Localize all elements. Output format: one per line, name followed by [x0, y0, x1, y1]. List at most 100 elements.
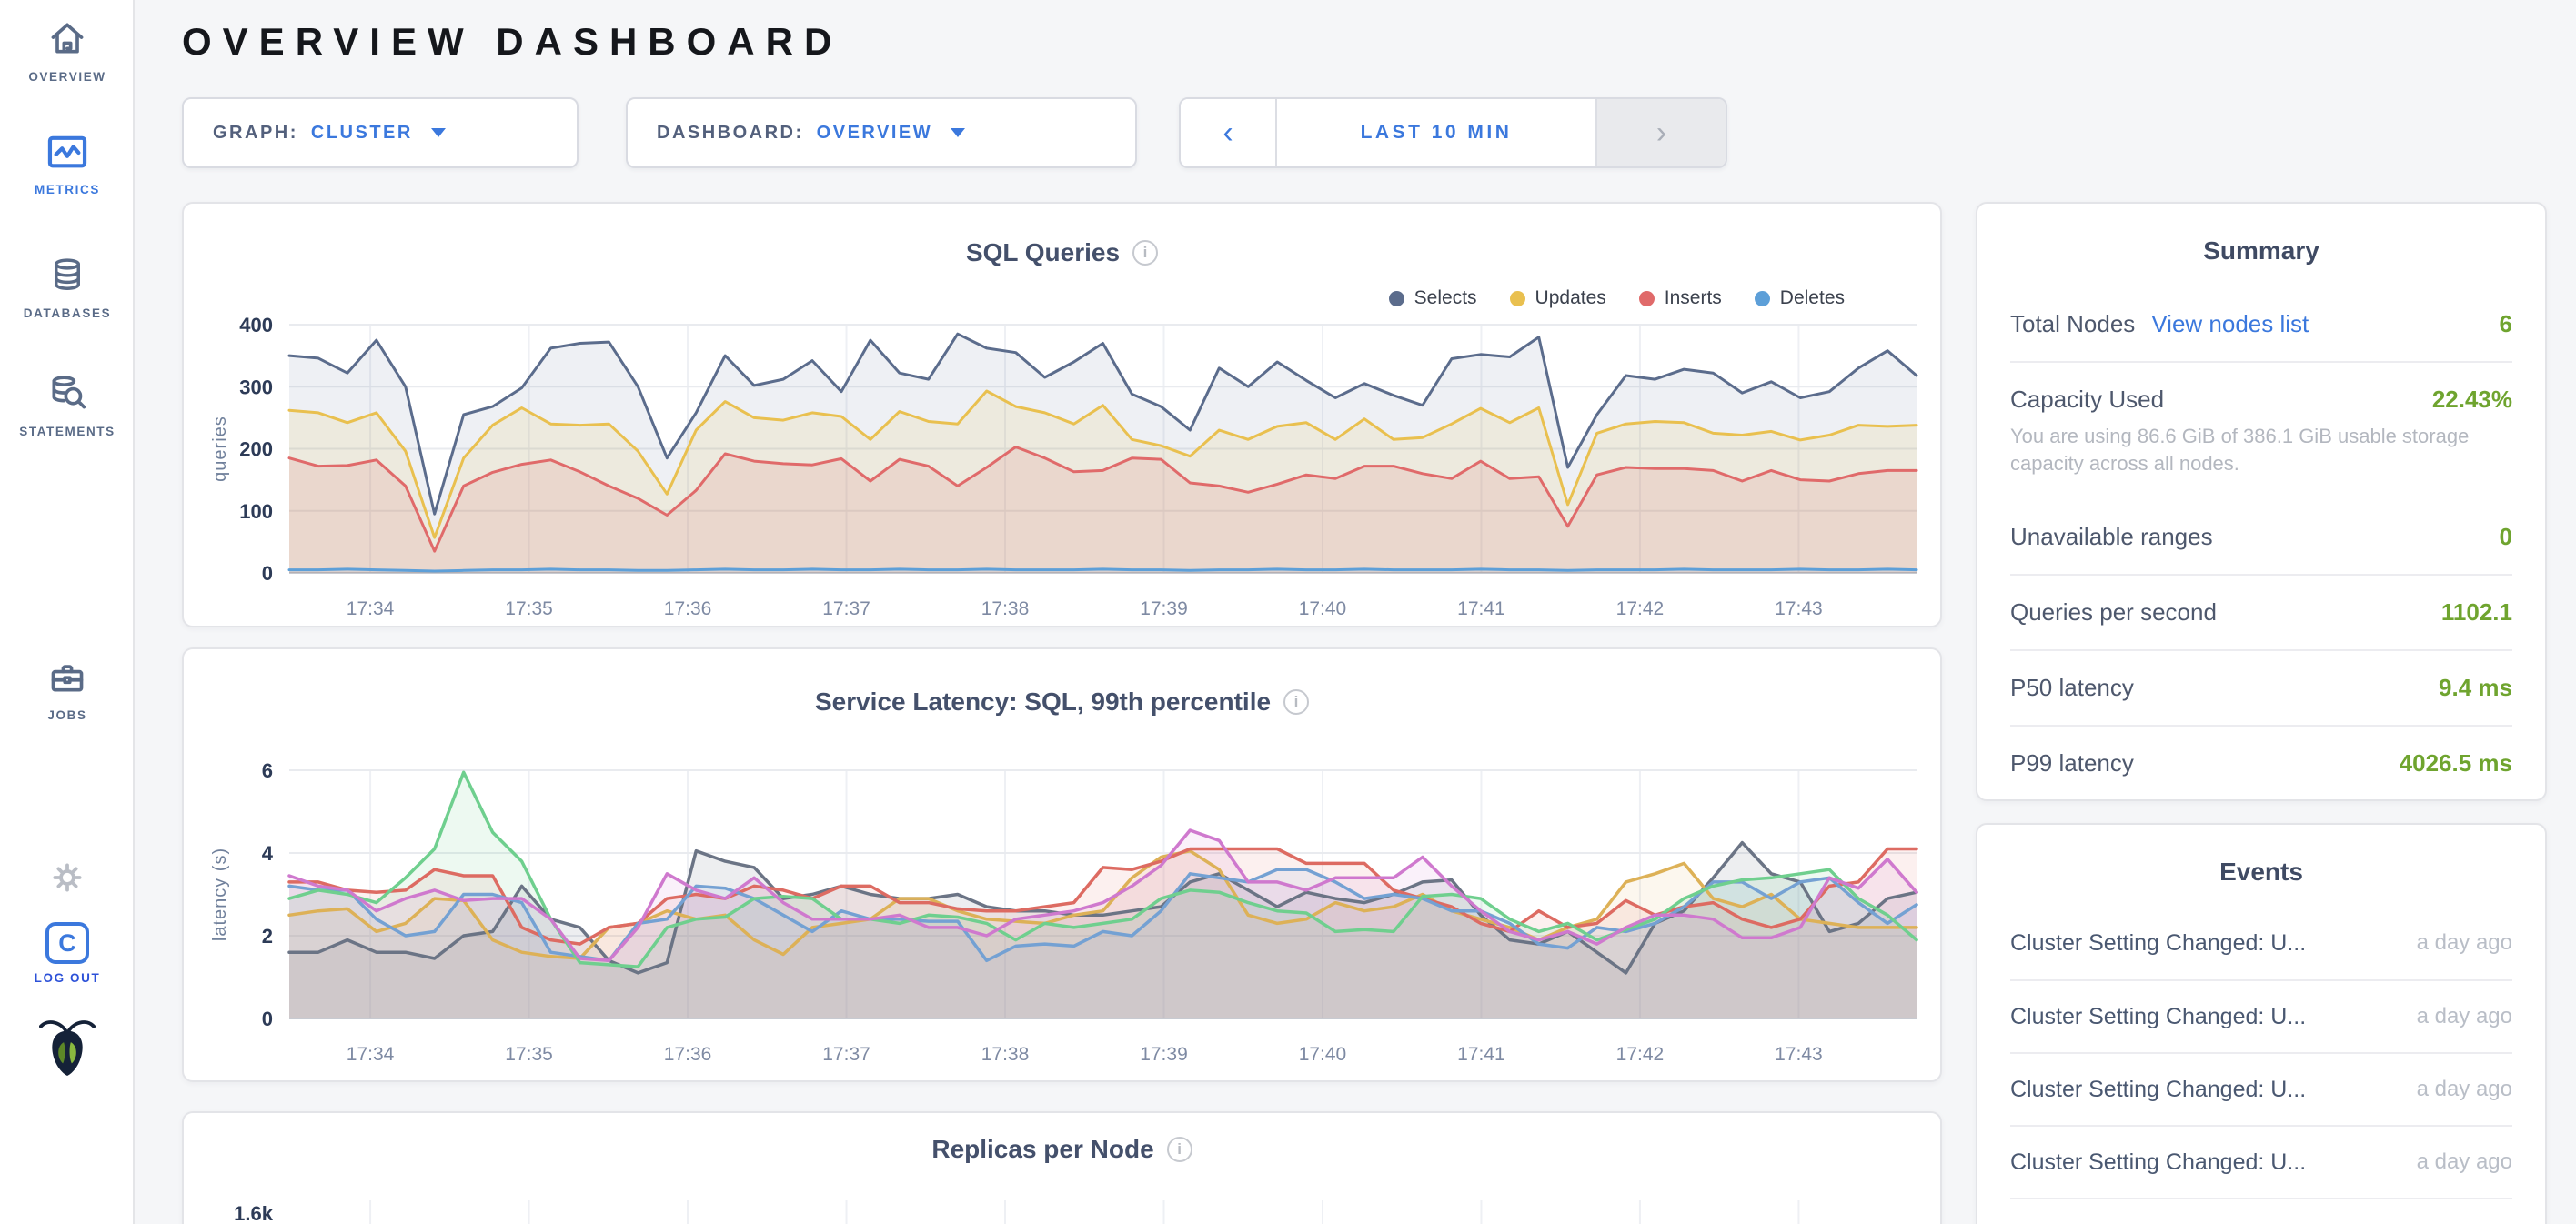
event-time: a day ago — [2416, 1077, 2512, 1101]
metrics-chart-icon — [46, 135, 88, 175]
summary-value: 9.4 ms — [2439, 674, 2512, 701]
svg-text:17:42: 17:42 — [1616, 1044, 1665, 1065]
svg-text:17:35: 17:35 — [505, 598, 553, 619]
summary-row-queries-per-second: Queries per second 1102.1 — [2010, 574, 2512, 649]
time-window-value[interactable]: LAST 10 MIN — [1360, 122, 1513, 143]
summary-title: Summary — [2203, 236, 2319, 265]
svg-text:17:36: 17:36 — [664, 1044, 712, 1065]
summary-value: 1102.1 — [2440, 598, 2512, 626]
service-latency-panel: Service Latency: SQL, 99th percentile i … — [182, 647, 1942, 1082]
info-icon[interactable]: i — [1132, 240, 1159, 266]
summary-label: Total Nodes — [2010, 310, 2136, 337]
event-row: Cluster Setting Changed: U... a day ago — [2010, 1125, 2512, 1198]
event-row: Cluster Setting Changed: U... a day ago — [2010, 907, 2512, 979]
sidebar-item-label: LOG OUT — [34, 971, 101, 985]
svg-text:1.6k: 1.6k — [234, 1202, 274, 1224]
legend-item-inserts: Inserts — [1638, 287, 1722, 309]
database-icon — [48, 258, 86, 298]
time-prev-button[interactable]: ‹ — [1181, 99, 1277, 166]
svg-text:latency (s): latency (s) — [210, 848, 230, 941]
svg-text:300: 300 — [239, 376, 273, 398]
sidebar-item-metrics[interactable]: METRICS — [0, 135, 135, 196]
summary-row-total-nodes: Total Nodes View nodes list 6 — [2010, 287, 2512, 361]
sql-queries-panel: SQL Queries i Selects Updates Inserts De… — [182, 202, 1942, 627]
sidebar-item-overview[interactable]: OVERVIEW — [0, 18, 135, 84]
summary-label: P99 latency — [2010, 749, 2134, 777]
legend-dot — [1388, 290, 1404, 306]
graph-selector[interactable]: GRAPH: CLUSTER — [182, 97, 579, 168]
legend-item-deletes: Deletes — [1754, 287, 1845, 309]
legend-item-updates: Updates — [1509, 287, 1606, 309]
summary-panel: Summary Total Nodes View nodes list 6 Cap… — [1976, 202, 2547, 801]
event-text: Cluster Setting Changed: U... — [2010, 1003, 2307, 1029]
sidebar-item-label: JOBS — [47, 708, 87, 722]
event-text: Cluster Setting Changed: U... — [2010, 929, 2307, 956]
dashboard-selector[interactable]: DASHBOARD: OVERVIEW — [626, 97, 1137, 168]
summary-value: 4026.5 ms — [2399, 749, 2512, 777]
event-time: a day ago — [2416, 1149, 2512, 1174]
sidebar-item-statements[interactable]: STATEMENTS — [0, 373, 135, 438]
svg-text:17:37: 17:37 — [822, 1044, 870, 1065]
dashboard-controls: GRAPH: CLUSTER DASHBOARD: OVERVIEW ‹ LAS… — [182, 97, 1727, 168]
summary-value: 22.43% — [2431, 386, 2512, 413]
event-time: a day ago — [2416, 1004, 2512, 1028]
summary-value: 0 — [2499, 523, 2512, 550]
summary-label: P50 latency — [2010, 674, 2134, 701]
summary-row-unavailable-ranges: Unavailable ranges 0 — [2010, 500, 2512, 574]
svg-text:200: 200 — [239, 438, 273, 461]
summary-row-capacity-used: Capacity Used 22.43% You are using 86.6 … — [2010, 361, 2512, 500]
time-next-button[interactable]: › — [1595, 99, 1726, 166]
svg-text:17:41: 17:41 — [1457, 598, 1505, 619]
events-title: Events — [2219, 858, 2303, 886]
summary-label: Unavailable ranges — [2010, 523, 2213, 550]
dashboard-selector-value: OVERVIEW — [816, 122, 933, 143]
replicas-per-node-chart: 1.6k — [234, 1200, 1800, 1224]
summary-label: Capacity Used — [2010, 386, 2165, 413]
briefcase-icon — [47, 665, 87, 700]
replicas-per-node-panel: Replicas per Node i 1.6k — [182, 1111, 1942, 1224]
chevron-down-icon — [951, 128, 966, 137]
event-text: Cluster Setting Changed: U... — [2010, 1076, 2307, 1102]
graph-selector-label: GRAPH: — [213, 122, 298, 143]
svg-text:0: 0 — [262, 1008, 273, 1030]
legend-dot — [1638, 290, 1655, 306]
events-panel: Events Cluster Setting Changed: U... a d… — [1976, 823, 2547, 1224]
svg-text:17:34: 17:34 — [347, 1044, 395, 1065]
svg-text:6: 6 — [262, 759, 273, 782]
event-text: Cluster Setting Changed: U... — [2010, 1149, 2307, 1175]
sidebar-item-settings[interactable] — [0, 860, 135, 899]
event-time: a day ago — [2416, 930, 2512, 955]
time-window-selector: ‹ LAST 10 MIN › — [1179, 97, 1727, 168]
legend-dot — [1754, 290, 1770, 306]
legend-item-selects: Selects — [1388, 287, 1477, 309]
chart-title: Service Latency: SQL, 99th percentile — [814, 687, 1272, 716]
summary-row-p50-latency: P50 latency 9.4 ms — [2010, 649, 2512, 725]
chevron-down-icon — [430, 128, 446, 137]
svg-text:17:39: 17:39 — [1140, 598, 1188, 619]
svg-text:100: 100 — [239, 500, 273, 523]
svg-text:17:38: 17:38 — [981, 1044, 1030, 1065]
sidebar-item-logout[interactable]: C LOG OUT — [0, 922, 135, 985]
summary-label: Queries per second — [2010, 598, 2217, 626]
svg-text:17:42: 17:42 — [1616, 598, 1665, 619]
event-text: Cluster Setting Changed: U... — [2010, 1222, 2306, 1224]
chart-legend: Selects Updates Inserts Deletes — [1388, 287, 1845, 309]
svg-text:0: 0 — [262, 562, 273, 585]
page-title: OVERVIEW DASHBOARD — [182, 20, 843, 63]
svg-text:400: 400 — [239, 314, 273, 336]
gear-icon — [50, 863, 85, 898]
svg-text:17:40: 17:40 — [1299, 1044, 1347, 1065]
summary-row-p99-latency: P99 latency 4026.5 ms — [2010, 725, 2512, 800]
sidebar: OVERVIEW METRICS DATABASES STATEMENTS — [0, 0, 135, 1224]
svg-text:17:37: 17:37 — [822, 598, 870, 619]
info-icon[interactable]: i — [1166, 1137, 1192, 1162]
info-icon[interactable]: i — [1283, 689, 1310, 715]
sidebar-item-jobs[interactable]: JOBS — [0, 658, 135, 722]
view-nodes-list-link[interactable]: View nodes list — [2151, 310, 2309, 337]
svg-text:17:43: 17:43 — [1775, 598, 1823, 619]
cockroachdb-logo — [0, 1015, 135, 1083]
sidebar-item-label: OVERVIEW — [28, 70, 106, 84]
sidebar-item-databases[interactable]: DATABASES — [0, 255, 135, 320]
event-row: Cluster Setting Changed: U... a day ago — [2010, 979, 2512, 1052]
summary-value: 6 — [2499, 310, 2512, 337]
